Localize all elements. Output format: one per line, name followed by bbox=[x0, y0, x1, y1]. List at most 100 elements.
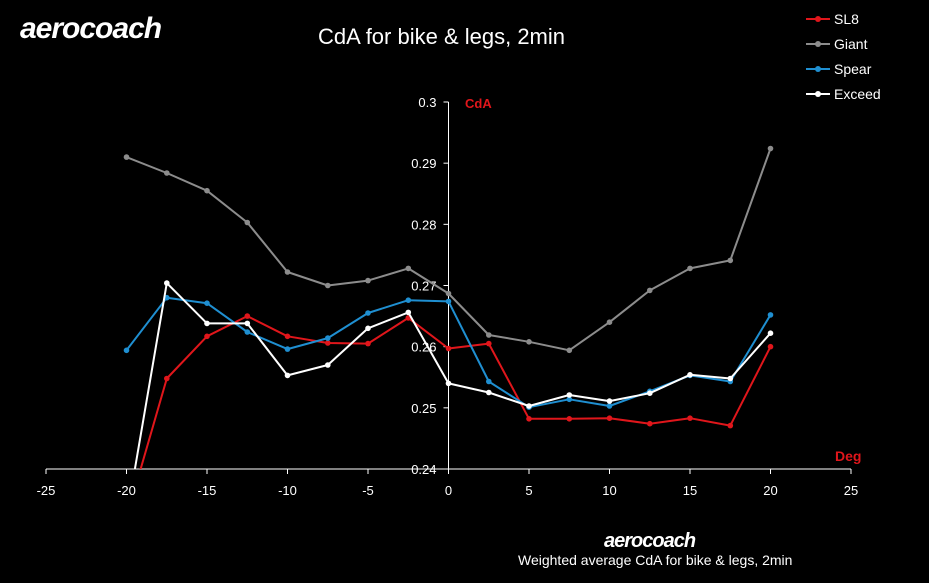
data-point-giant bbox=[526, 339, 532, 345]
legend-item-sl8: SL8 bbox=[806, 6, 881, 31]
legend-swatch-exceed bbox=[806, 90, 830, 97]
x-tick-label: 0 bbox=[445, 483, 452, 498]
data-point-sl8 bbox=[606, 415, 613, 422]
data-point-sl8 bbox=[204, 333, 210, 340]
data-point-sl8 bbox=[164, 375, 170, 382]
data-point-giant bbox=[284, 269, 291, 275]
legend-swatch-sl8 bbox=[806, 15, 830, 22]
chart-caption: Weighted average CdA for bike & legs, 2m… bbox=[518, 552, 793, 568]
data-point-sl8 bbox=[687, 415, 693, 422]
data-point-exceed bbox=[727, 375, 734, 382]
legend-label-spear: Spear bbox=[834, 60, 872, 77]
data-point-spear bbox=[204, 300, 210, 307]
data-point-sl8 bbox=[767, 343, 774, 350]
y-tick-label: 0.29 bbox=[411, 156, 436, 171]
data-point-giant bbox=[244, 219, 251, 226]
x-tick-label: -20 bbox=[117, 483, 136, 498]
data-point-giant bbox=[486, 332, 492, 338]
data-point-spear bbox=[284, 346, 291, 352]
data-point-spear bbox=[325, 335, 331, 341]
data-point-giant bbox=[325, 282, 331, 289]
data-point-exceed bbox=[606, 398, 613, 404]
data-point-giant bbox=[123, 154, 130, 160]
data-point-spear bbox=[244, 329, 251, 335]
data-point-exceed bbox=[486, 389, 492, 396]
legend-swatch-spear bbox=[806, 65, 830, 72]
legend-item-spear: Spear bbox=[806, 56, 881, 81]
data-point-sl8 bbox=[486, 340, 492, 347]
y-tick-label: 0.27 bbox=[411, 279, 436, 294]
data-point-exceed bbox=[124, 515, 130, 521]
x-tick-label: -15 bbox=[198, 483, 217, 498]
x-tick-label: 25 bbox=[844, 483, 858, 498]
data-point-spear bbox=[767, 312, 774, 318]
data-point-giant bbox=[687, 265, 693, 272]
y-tick-label: 0.3 bbox=[418, 95, 436, 110]
data-point-giant bbox=[164, 170, 170, 176]
data-point-exceed bbox=[687, 372, 693, 378]
brand-logo-bottom: aerocoach bbox=[604, 530, 696, 552]
data-point-giant bbox=[606, 319, 613, 326]
data-point-exceed bbox=[164, 280, 170, 286]
data-point-exceed bbox=[767, 330, 774, 337]
data-point-exceed bbox=[445, 380, 452, 387]
data-point-exceed bbox=[244, 320, 251, 327]
legend-label-giant: Giant bbox=[834, 35, 868, 52]
data-point-giant bbox=[204, 187, 210, 194]
data-point-spear bbox=[566, 396, 573, 403]
data-point-exceed bbox=[405, 309, 412, 316]
data-point-sl8 bbox=[727, 422, 734, 429]
data-point-giant bbox=[767, 145, 774, 152]
data-point-sl8 bbox=[325, 340, 331, 346]
x-tick-label: -10 bbox=[278, 483, 297, 498]
data-point-sl8 bbox=[284, 333, 291, 340]
x-tick-label: 10 bbox=[602, 483, 616, 498]
data-point-exceed bbox=[566, 392, 573, 398]
brand-logo: aerocoach bbox=[20, 12, 162, 45]
data-point-spear bbox=[606, 403, 613, 409]
data-point-sl8 bbox=[365, 340, 371, 347]
data-point-exceed bbox=[204, 320, 210, 327]
data-point-sl8 bbox=[566, 416, 573, 422]
y-tick-label: 0.28 bbox=[411, 217, 436, 232]
legend-label-exceed: Exceed bbox=[834, 85, 881, 102]
data-point-spear bbox=[365, 310, 371, 316]
legend-item-giant: Giant bbox=[806, 31, 881, 56]
data-point-spear bbox=[486, 378, 492, 385]
data-point-giant bbox=[365, 277, 371, 284]
data-point-spear bbox=[445, 298, 452, 305]
data-point-sl8 bbox=[526, 416, 532, 422]
data-point-giant bbox=[445, 290, 452, 297]
y-tick-label: 0.24 bbox=[411, 462, 436, 477]
legend-swatch-giant bbox=[806, 40, 830, 47]
data-point-giant bbox=[405, 265, 412, 272]
data-point-sl8 bbox=[244, 313, 251, 319]
x-tick-label: 20 bbox=[763, 483, 777, 498]
chart-legend: SL8 Giant Spear Exceed bbox=[806, 6, 881, 106]
data-point-giant bbox=[566, 347, 573, 354]
x-tick-label: -25 bbox=[37, 483, 56, 498]
data-point-exceed bbox=[284, 372, 291, 379]
data-point-giant bbox=[727, 257, 734, 264]
y-axis-title: CdA bbox=[465, 96, 492, 111]
x-axis-title: Deg bbox=[835, 448, 861, 464]
chart-axes: -25 -20 -15 -10 -5 0 5 10 15 20 25 0.24 0.25 0.26 0.27… bbox=[37, 95, 859, 498]
y-tick-label: 0.25 bbox=[411, 401, 436, 416]
legend-label-sl8: SL8 bbox=[834, 10, 859, 27]
x-tick-label: -5 bbox=[362, 483, 374, 498]
data-point-sl8 bbox=[445, 345, 452, 352]
data-point-sl8 bbox=[124, 515, 130, 521]
chart-title: CdA for bike & legs, 2min bbox=[318, 24, 566, 49]
data-point-exceed bbox=[325, 362, 331, 368]
data-point-exceed bbox=[365, 325, 371, 332]
x-tick-label: 15 bbox=[683, 483, 697, 498]
data-point-spear bbox=[405, 297, 412, 304]
data-point-exceed bbox=[647, 390, 653, 397]
y-tick-label: 0.26 bbox=[411, 340, 436, 355]
data-point-giant bbox=[647, 287, 653, 294]
data-point-sl8 bbox=[647, 420, 653, 427]
data-point-spear bbox=[123, 347, 130, 354]
data-point-exceed bbox=[526, 403, 532, 409]
legend-item-exceed: Exceed bbox=[806, 81, 881, 106]
